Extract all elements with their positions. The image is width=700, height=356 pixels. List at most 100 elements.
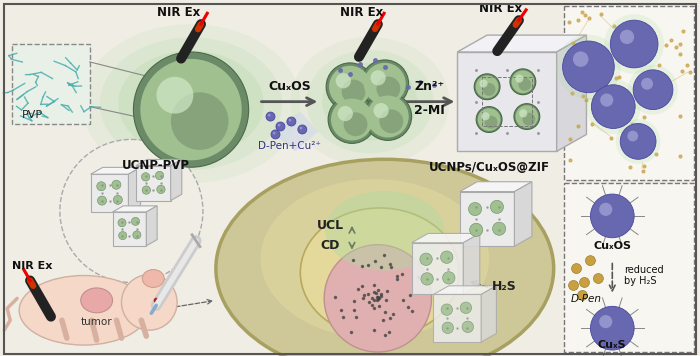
Text: CuₓS: CuₓS bbox=[598, 340, 626, 350]
Circle shape bbox=[484, 116, 498, 129]
Circle shape bbox=[482, 112, 489, 120]
Text: CD: CD bbox=[321, 239, 340, 252]
Circle shape bbox=[563, 41, 615, 93]
Circle shape bbox=[519, 109, 527, 117]
Text: reduced: reduced bbox=[624, 265, 664, 274]
Polygon shape bbox=[128, 167, 141, 212]
FancyBboxPatch shape bbox=[12, 44, 90, 124]
Circle shape bbox=[515, 105, 538, 128]
Circle shape bbox=[460, 302, 472, 314]
FancyBboxPatch shape bbox=[136, 166, 171, 200]
Circle shape bbox=[171, 92, 228, 150]
Text: D-Pen+Cu²⁺: D-Pen+Cu²⁺ bbox=[258, 141, 321, 151]
Circle shape bbox=[157, 77, 193, 114]
Ellipse shape bbox=[326, 191, 444, 271]
FancyBboxPatch shape bbox=[460, 192, 514, 246]
Ellipse shape bbox=[338, 76, 402, 127]
Ellipse shape bbox=[300, 208, 459, 337]
Ellipse shape bbox=[155, 77, 228, 130]
Circle shape bbox=[133, 231, 141, 239]
Polygon shape bbox=[514, 182, 532, 246]
Circle shape bbox=[585, 256, 596, 266]
Polygon shape bbox=[171, 159, 182, 200]
FancyBboxPatch shape bbox=[91, 174, 128, 212]
Circle shape bbox=[118, 219, 126, 227]
Circle shape bbox=[462, 321, 473, 333]
Circle shape bbox=[113, 195, 122, 204]
Circle shape bbox=[361, 60, 409, 108]
Polygon shape bbox=[556, 35, 587, 151]
Ellipse shape bbox=[136, 64, 246, 143]
Circle shape bbox=[300, 127, 302, 130]
Circle shape bbox=[155, 171, 164, 180]
Circle shape bbox=[468, 203, 482, 216]
Polygon shape bbox=[146, 206, 157, 246]
Text: NIR Ex: NIR Ex bbox=[340, 6, 384, 19]
Circle shape bbox=[287, 117, 296, 126]
Circle shape bbox=[480, 79, 488, 88]
Circle shape bbox=[60, 140, 203, 282]
Circle shape bbox=[157, 185, 165, 194]
Circle shape bbox=[590, 306, 634, 350]
Circle shape bbox=[342, 80, 365, 104]
Ellipse shape bbox=[307, 50, 433, 153]
Polygon shape bbox=[463, 234, 480, 294]
Circle shape bbox=[599, 315, 612, 328]
Circle shape bbox=[377, 77, 400, 100]
Circle shape bbox=[474, 74, 500, 100]
Circle shape bbox=[97, 182, 106, 191]
Circle shape bbox=[364, 63, 406, 105]
Circle shape bbox=[278, 124, 281, 126]
Circle shape bbox=[491, 200, 503, 214]
Polygon shape bbox=[270, 111, 318, 151]
Ellipse shape bbox=[173, 90, 209, 117]
Circle shape bbox=[268, 114, 270, 116]
Circle shape bbox=[610, 20, 658, 68]
Circle shape bbox=[344, 112, 368, 136]
Text: Zn²⁺: Zn²⁺ bbox=[414, 80, 444, 93]
Polygon shape bbox=[481, 286, 496, 342]
FancyBboxPatch shape bbox=[564, 183, 694, 352]
Text: NIR Ex: NIR Ex bbox=[480, 2, 523, 15]
Circle shape bbox=[440, 251, 453, 263]
Text: NIR Ex: NIR Ex bbox=[12, 261, 52, 271]
Circle shape bbox=[298, 125, 307, 134]
Circle shape bbox=[510, 69, 536, 95]
Circle shape bbox=[641, 78, 653, 90]
FancyBboxPatch shape bbox=[433, 294, 481, 342]
Circle shape bbox=[271, 130, 280, 139]
Circle shape bbox=[421, 273, 433, 285]
Text: tumor: tumor bbox=[80, 317, 113, 327]
Ellipse shape bbox=[290, 37, 449, 166]
Polygon shape bbox=[457, 35, 587, 52]
Circle shape bbox=[140, 59, 241, 160]
Circle shape bbox=[266, 112, 275, 121]
Circle shape bbox=[367, 95, 409, 137]
Circle shape bbox=[482, 83, 496, 96]
Circle shape bbox=[118, 231, 127, 240]
Text: 2-MI: 2-MI bbox=[414, 104, 445, 116]
Circle shape bbox=[441, 304, 452, 315]
Circle shape bbox=[336, 73, 351, 88]
Polygon shape bbox=[136, 159, 182, 166]
Ellipse shape bbox=[82, 24, 300, 183]
Circle shape bbox=[515, 74, 524, 83]
Circle shape bbox=[477, 108, 500, 131]
Text: H₂S: H₂S bbox=[491, 281, 517, 293]
Circle shape bbox=[132, 218, 139, 225]
Circle shape bbox=[594, 273, 603, 283]
Ellipse shape bbox=[142, 269, 164, 287]
Ellipse shape bbox=[604, 14, 664, 74]
FancyBboxPatch shape bbox=[457, 52, 556, 151]
Circle shape bbox=[337, 106, 353, 121]
Ellipse shape bbox=[80, 288, 113, 313]
Ellipse shape bbox=[354, 89, 386, 115]
Text: D-Pen: D-Pen bbox=[571, 294, 602, 304]
Circle shape bbox=[634, 70, 673, 110]
Circle shape bbox=[134, 52, 248, 167]
Circle shape bbox=[620, 30, 634, 44]
Circle shape bbox=[493, 222, 505, 235]
Circle shape bbox=[442, 272, 455, 284]
Circle shape bbox=[568, 281, 578, 290]
Circle shape bbox=[572, 263, 582, 273]
